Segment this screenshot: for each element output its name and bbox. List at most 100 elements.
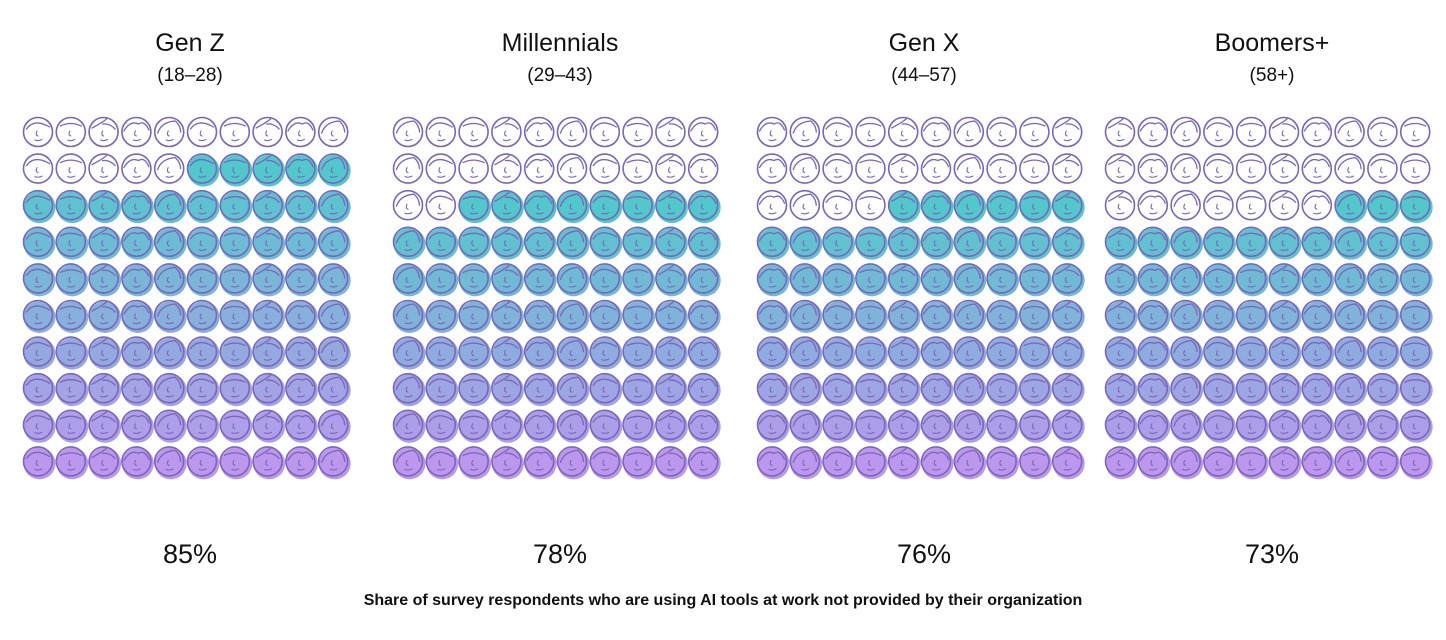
- waffle-grid: [392, 116, 721, 480]
- waffle-cell-empty: [855, 153, 886, 184]
- waffle-cell-filled: [655, 263, 688, 297]
- waffle-cell-empty: [1203, 189, 1234, 221]
- waffle-cell-filled: [1399, 263, 1433, 297]
- waffle-cell-filled: [392, 263, 426, 297]
- waffle-cell-filled: [491, 336, 524, 370]
- waffle-cell-filled: [392, 372, 426, 407]
- waffle-cell-filled: [1235, 446, 1269, 480]
- waffle-cell-filled: [1170, 446, 1204, 480]
- waffle-cell-filled: [953, 263, 987, 297]
- waffle-cell-filled: [285, 336, 318, 370]
- waffle-cell-filled: [1019, 446, 1052, 480]
- waffle-cell-filled: [1051, 336, 1085, 370]
- waffle-cell-filled: [920, 372, 954, 407]
- waffle-cell-filled: [1367, 409, 1400, 443]
- waffle-grid: [22, 116, 351, 480]
- waffle-cell-filled: [986, 446, 1020, 480]
- waffle-cell-filled: [1399, 299, 1433, 333]
- waffle-cell-empty: [392, 116, 424, 148]
- waffle-cell-filled: [458, 336, 492, 370]
- waffle-cell-filled: [655, 226, 688, 260]
- waffle-cell-filled: [622, 446, 656, 480]
- waffle-cell-empty: [622, 116, 653, 148]
- waffle-cell-empty: [285, 116, 316, 148]
- waffle-cell-filled: [822, 226, 856, 260]
- waffle-cell-empty: [687, 116, 719, 148]
- waffle-cell-empty: [55, 153, 87, 184]
- waffle-cell-filled: [252, 409, 286, 443]
- waffle-cell-filled: [920, 263, 954, 297]
- waffle-cell-empty: [1104, 189, 1136, 221]
- waffle-cell-filled: [88, 299, 122, 333]
- waffle-cell-empty: [1367, 116, 1398, 148]
- waffle-cell-empty: [523, 116, 555, 148]
- waffle-cell-empty: [855, 189, 886, 221]
- waffle-cell-filled: [589, 446, 623, 480]
- waffle-cell-filled: [55, 372, 89, 407]
- waffle-cell-filled: [252, 189, 286, 224]
- waffle-cell-filled: [655, 189, 688, 224]
- waffle-cell-filled: [317, 446, 351, 480]
- waffle-cell-filled: [88, 446, 122, 480]
- waffle-cell-filled: [252, 226, 286, 260]
- waffle-cell-empty: [1137, 116, 1169, 148]
- waffle-cell-filled: [1170, 263, 1204, 297]
- waffle-cell-empty: [425, 189, 457, 221]
- waffle-cell-empty: [789, 116, 821, 148]
- waffle-cell-filled: [655, 336, 688, 370]
- waffle-cell-filled: [1170, 372, 1204, 407]
- waffle-cell-filled: [392, 409, 426, 443]
- waffle-cell-filled: [1367, 226, 1400, 260]
- waffle-cell-filled: [1137, 263, 1171, 297]
- waffle-cell-empty: [887, 116, 919, 148]
- waffle-cell-empty: [22, 116, 54, 148]
- waffle-cell-empty: [1104, 116, 1136, 148]
- waffle-cell-filled: [458, 409, 492, 443]
- waffle-cell-filled: [1051, 372, 1085, 407]
- waffle-cell-filled: [252, 299, 286, 333]
- waffle-cell-empty: [756, 116, 788, 148]
- waffle-cell-filled: [458, 372, 492, 407]
- waffle-cell-filled: [887, 299, 921, 333]
- waffle-cell-filled: [855, 336, 888, 370]
- waffle-cell-filled: [687, 372, 721, 407]
- waffle-cell-filled: [756, 409, 790, 443]
- waffle-cell-filled: [556, 336, 590, 370]
- waffle-cell-filled: [1137, 409, 1171, 443]
- waffle-cell-filled: [1137, 446, 1171, 480]
- waffle-cell-filled: [1051, 299, 1085, 333]
- waffle-cell-filled: [1170, 226, 1204, 260]
- waffle-cell-filled: [953, 336, 987, 370]
- waffle-cell-filled: [687, 263, 721, 297]
- waffle-cell-filled: [121, 299, 154, 333]
- waffle-cell-filled: [186, 226, 220, 260]
- waffle-cell-filled: [186, 263, 220, 297]
- waffle-cell-filled: [1334, 336, 1368, 370]
- waffle-cell-filled: [1051, 409, 1085, 443]
- waffle-cell-empty: [1268, 153, 1300, 184]
- waffle-cell-filled: [655, 409, 688, 443]
- waffle-cell-filled: [317, 226, 351, 260]
- waffle-cell-filled: [887, 372, 921, 407]
- waffle-cell-filled: [1203, 336, 1236, 370]
- panel-title: Gen Z: [155, 29, 225, 57]
- waffle-cell-filled: [1334, 446, 1368, 480]
- waffle-cell-filled: [920, 336, 954, 370]
- waffle-cell-empty: [491, 153, 522, 184]
- waffle-cell-filled: [756, 372, 790, 407]
- waffle-cell-filled: [1235, 263, 1269, 297]
- waffle-cell-filled: [556, 299, 590, 333]
- waffle-cell-filled: [789, 336, 823, 370]
- waffle-cell-filled: [687, 336, 721, 370]
- waffle-cell-filled: [1367, 189, 1400, 224]
- waffle-cell-empty: [1051, 116, 1083, 148]
- waffle-cell-filled: [655, 446, 688, 480]
- waffle-cell-empty: [121, 116, 152, 148]
- waffle-cell-empty: [1104, 153, 1136, 184]
- waffle-cell-empty: [317, 116, 349, 148]
- percent-label: 76%: [896, 539, 952, 569]
- waffle-cell-filled: [887, 336, 921, 370]
- waffle-cell-filled: [219, 409, 253, 443]
- waffle-cell-filled: [589, 299, 623, 333]
- waffle-cell-filled: [1019, 299, 1052, 333]
